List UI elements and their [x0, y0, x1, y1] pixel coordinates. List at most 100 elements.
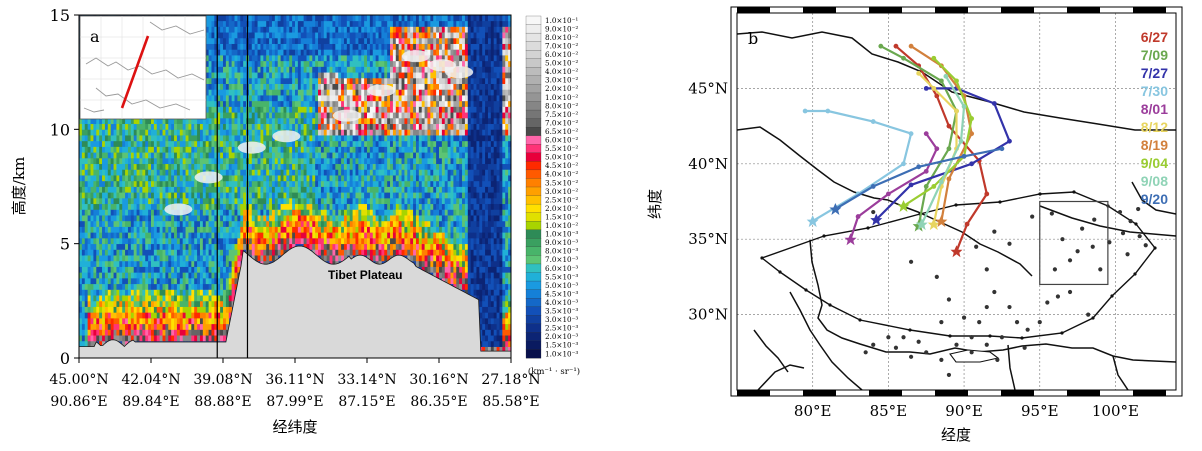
field-cell: [274, 175, 279, 182]
field-cell: [145, 209, 149, 216]
field-cell: [136, 266, 140, 273]
field-cell: [159, 157, 163, 165]
field-cell: [234, 209, 238, 216]
field-cell: [295, 95, 299, 102]
field-cell: [116, 146, 120, 153]
field-cell: [332, 60, 336, 67]
field-cell: [346, 89, 351, 96]
field-cell: [295, 209, 299, 216]
field-cell: [156, 243, 161, 250]
field-cell: [225, 83, 230, 90]
field-cell: [211, 226, 215, 233]
field-cell: [343, 77, 348, 84]
field-cell: [217, 192, 221, 199]
field-cell: [179, 129, 184, 136]
field-cell: [176, 283, 181, 290]
field-cell: [361, 83, 365, 90]
field-cell: [208, 89, 212, 96]
field-cell: [257, 255, 261, 262]
field-cell: [104, 249, 109, 256]
field-cell: [251, 237, 256, 245]
field-cell: [208, 100, 212, 107]
field-cell: [237, 117, 241, 125]
field-cell: [320, 237, 325, 245]
field-cell: [174, 175, 178, 182]
field-cell: [159, 140, 163, 147]
field-cell: [300, 32, 305, 39]
field-cell: [318, 60, 322, 67]
field-cell: [234, 169, 238, 176]
field-cell: [240, 32, 244, 39]
field-cell: [303, 26, 307, 33]
field-cell: [127, 169, 132, 176]
field-cell: [352, 203, 356, 210]
field-cell: [220, 266, 224, 273]
field-cell: [237, 232, 241, 239]
field-cell: [81, 226, 86, 233]
field-cell: [217, 112, 221, 119]
field-cell: [176, 232, 181, 239]
field-cell: [358, 117, 362, 125]
field-cell: [162, 140, 166, 147]
field-cell: [185, 317, 189, 325]
field-cell: [133, 249, 137, 256]
field-cell: [320, 169, 325, 176]
field-cell: [240, 175, 244, 182]
field-cell: [318, 180, 322, 187]
field-cell: [214, 15, 218, 22]
field-cell: [318, 66, 322, 73]
field-cell: [102, 152, 106, 159]
field-cell: [251, 15, 256, 22]
field-cell: [125, 226, 129, 233]
field-cell: [122, 129, 126, 136]
field-cell: [182, 312, 186, 319]
field-cell: [297, 72, 302, 79]
field-cell: [289, 60, 293, 67]
field-cell: [277, 95, 281, 102]
field-cell: [234, 117, 238, 125]
field-cell: [309, 152, 313, 159]
field-cell: [343, 55, 348, 62]
field-cell: [107, 169, 112, 176]
field-cell: [79, 129, 83, 136]
field-cell: [306, 135, 310, 142]
field-cell: [211, 106, 215, 113]
field-cell: [335, 95, 339, 102]
field-cell: [289, 112, 293, 119]
field-cell: [125, 220, 129, 227]
field-cell: [318, 186, 322, 193]
field-cell: [303, 77, 307, 84]
field-cell: [104, 123, 109, 130]
field-cell: [81, 272, 86, 279]
field-cell: [251, 232, 256, 239]
field-cell: [312, 66, 316, 73]
field-cell: [326, 152, 330, 159]
field-cell: [312, 232, 316, 239]
field-cell: [220, 66, 224, 73]
field-cell: [338, 117, 342, 125]
field-cell: [220, 157, 224, 165]
field-cell: [326, 37, 330, 44]
field-cell: [266, 66, 270, 73]
field-cell: [156, 197, 161, 205]
field-cell: [303, 169, 307, 176]
field-cell: [237, 106, 241, 113]
field-cell: [139, 306, 143, 313]
field-cell: [248, 112, 253, 119]
field-cell: [182, 232, 186, 239]
field-cell: [335, 26, 339, 33]
field-cell: [251, 106, 256, 113]
field-cell: [228, 175, 233, 182]
field-cell: [119, 255, 123, 262]
field-cell: [84, 163, 89, 170]
field-cell: [214, 220, 218, 227]
field-cell: [289, 209, 293, 216]
field-cell: [254, 26, 258, 33]
field-cell: [142, 123, 146, 130]
field-cell: [257, 175, 261, 182]
field-cell: [151, 157, 155, 165]
field-cell: [197, 180, 201, 187]
field-cell: [96, 117, 100, 125]
field-cell: [211, 215, 215, 222]
field-cell: [312, 237, 316, 245]
